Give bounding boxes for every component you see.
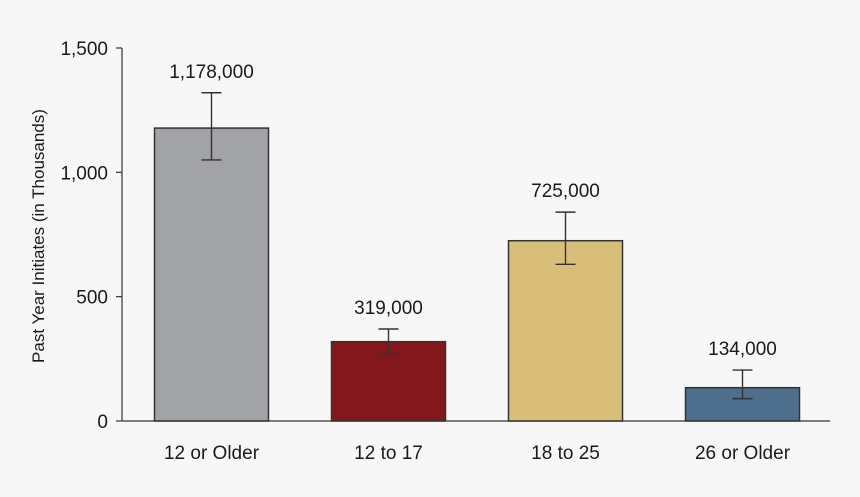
error-bars [201, 92, 753, 400]
category-label: 18 to 25 [531, 443, 600, 464]
y-tick-label: 1,500 [60, 39, 108, 60]
data-labels: 1,178,000 319,000 725,000 134,000 [169, 62, 777, 360]
category-labels: 12 or Older 12 to 17 18 to 25 26 or Older [164, 443, 791, 464]
bar [153, 127, 270, 422]
data-label: 134,000 [708, 339, 777, 360]
data-label: 319,000 [354, 298, 423, 319]
bar [507, 239, 624, 422]
y-tick-label: 500 [76, 288, 108, 309]
y-tick-label: 0 [97, 412, 108, 433]
category-label: 26 or Older [695, 443, 791, 464]
data-label: 725,000 [531, 181, 600, 202]
y-tick-label: 1,000 [60, 163, 108, 184]
category-label: 12 or Older [164, 443, 260, 464]
bars [153, 127, 801, 422]
category-label: 12 to 17 [354, 443, 423, 464]
y-axis-title: Past Year Initiates (in Thousands) [29, 109, 48, 363]
y-ticks: 0 500 1,000 1,500 [60, 39, 122, 433]
data-label: 1,178,000 [169, 62, 254, 83]
bar [330, 340, 447, 422]
